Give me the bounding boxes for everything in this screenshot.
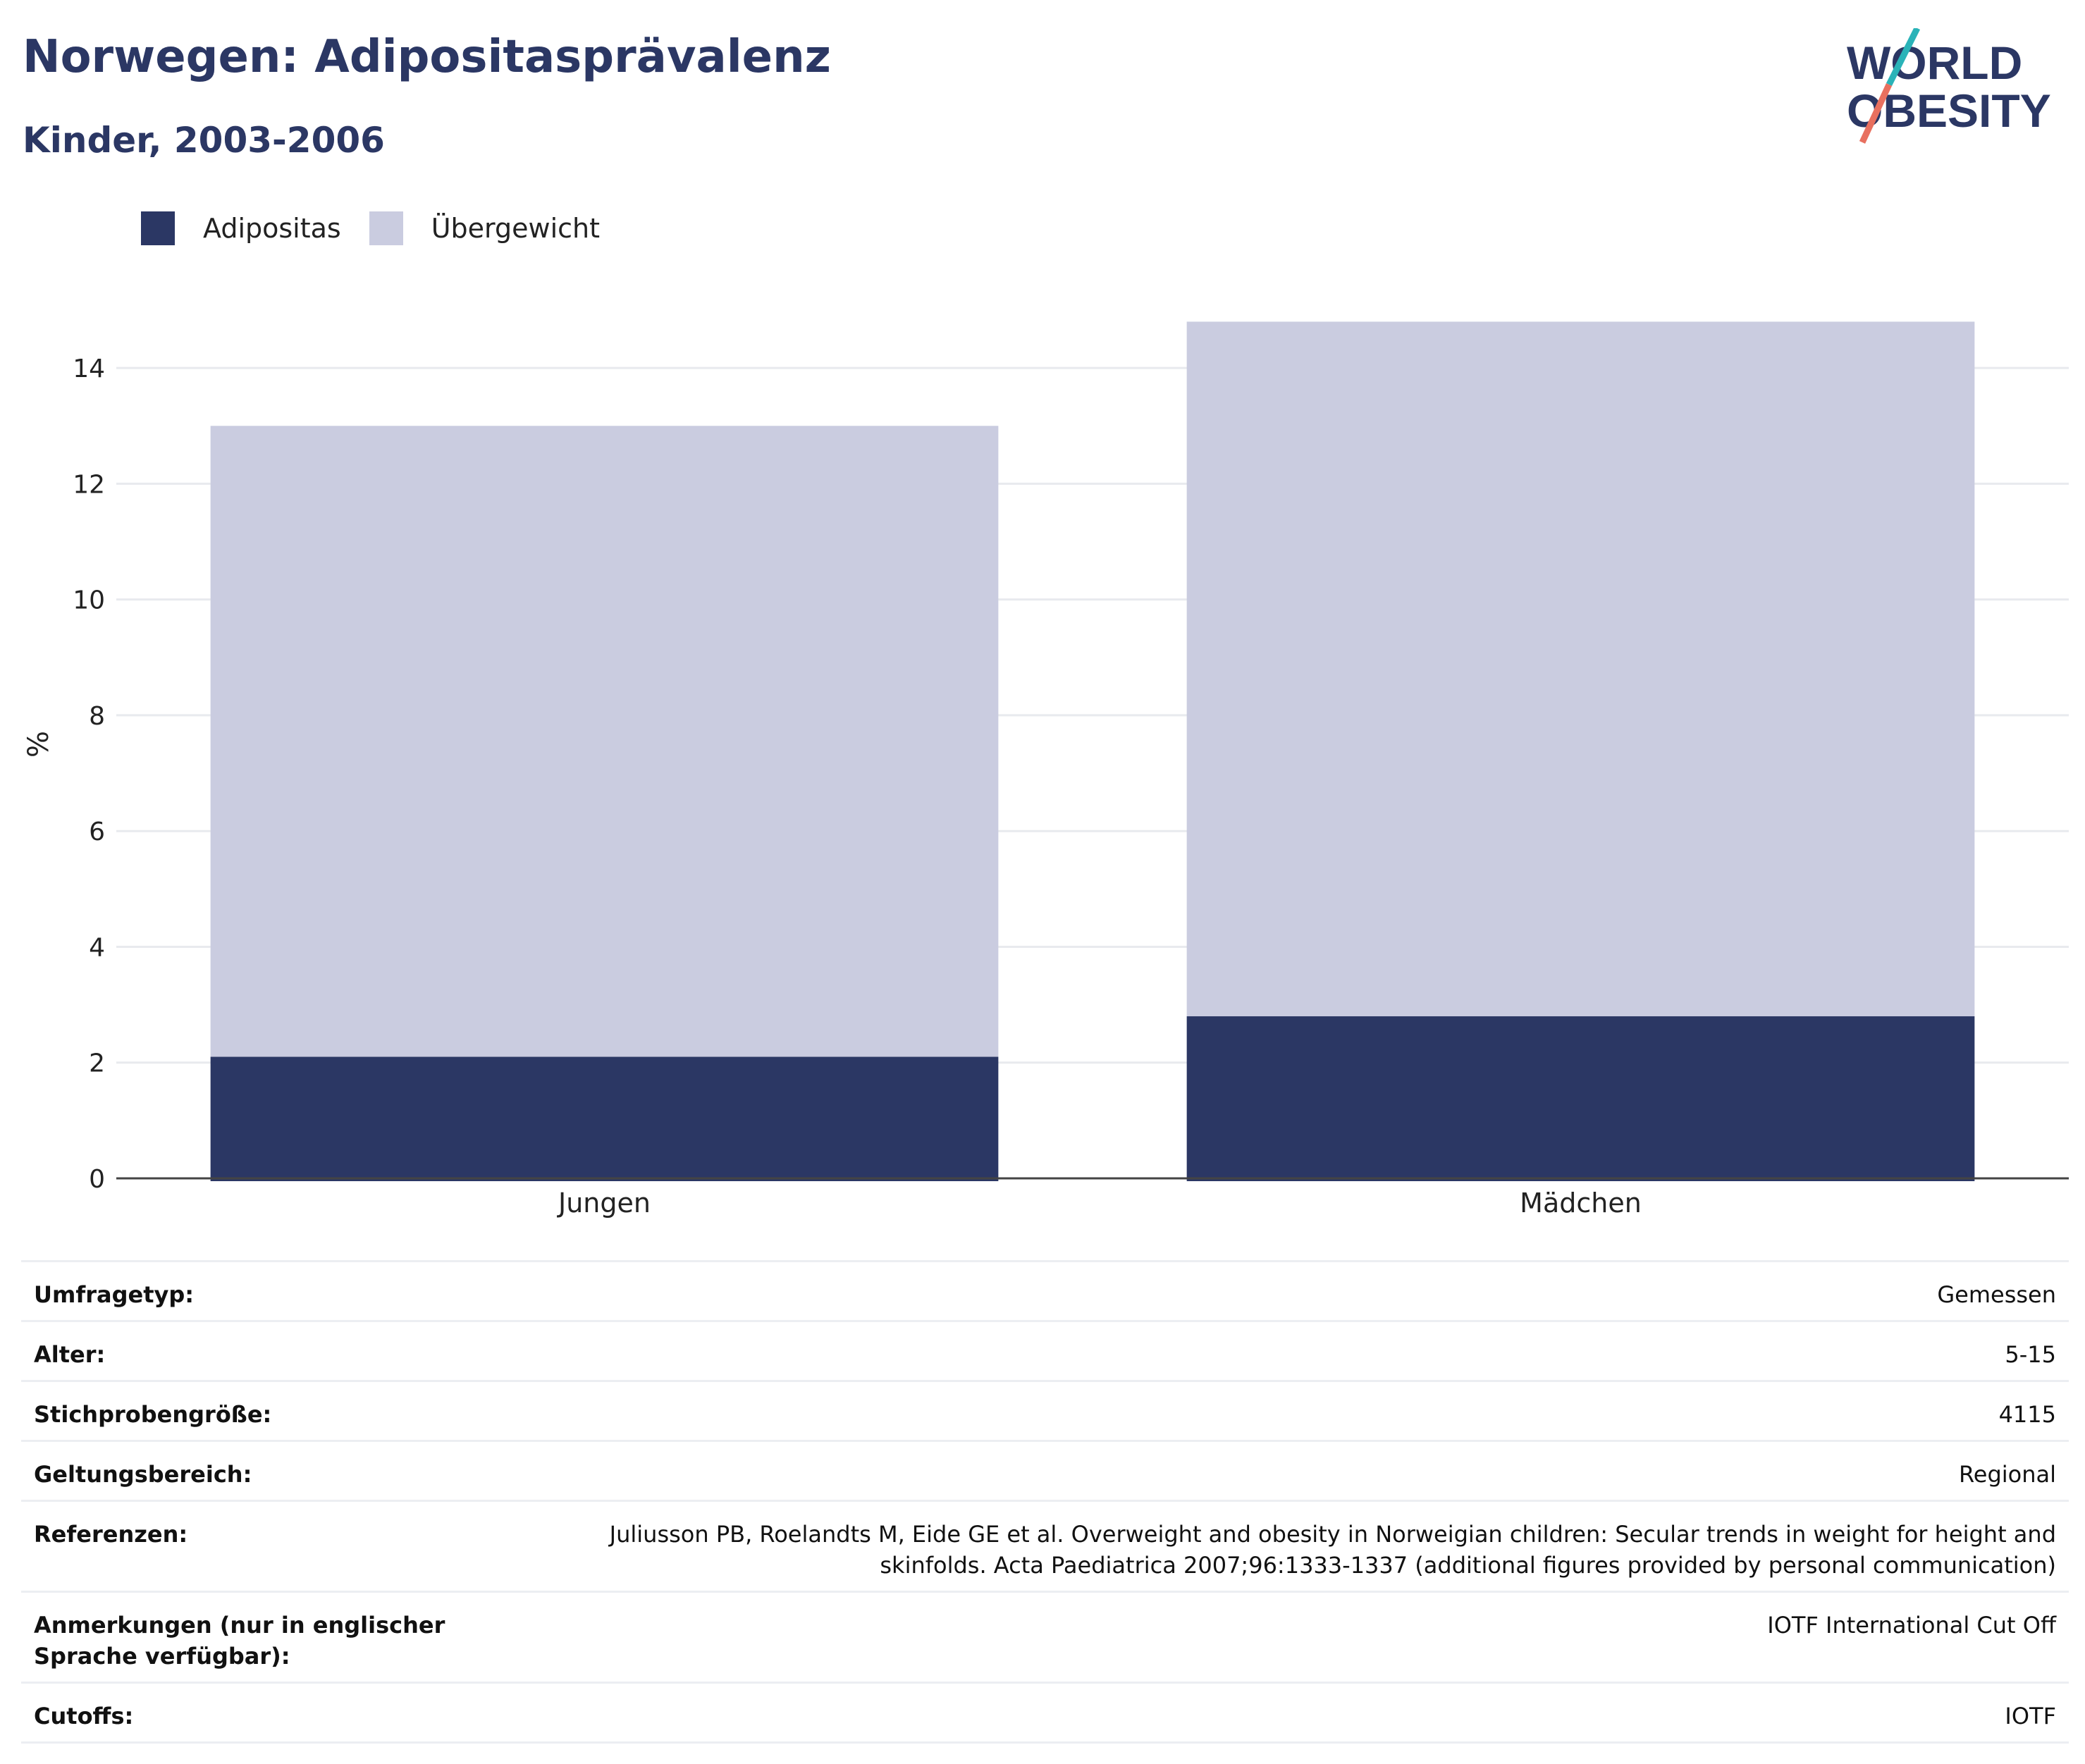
y-tick-label: 4 bbox=[89, 933, 105, 962]
info-row: Alter: 5-15 bbox=[21, 1320, 2069, 1380]
legend-swatch-adipositas bbox=[141, 211, 175, 245]
y-tick-label: 0 bbox=[89, 1165, 105, 1194]
survey-info-table: Umfragetyp: Gemessen Alter: 5-15 Stichproben… bbox=[21, 1260, 2069, 1744]
legend-item-adipositas[interactable]: Adipositas bbox=[141, 211, 341, 245]
chart-legend: Adipositas Übergewicht bbox=[141, 209, 628, 248]
info-value: IOTF bbox=[2005, 1703, 2056, 1729]
bar-adipositas-jungen bbox=[210, 1056, 999, 1181]
legend-swatch-uebergewicht bbox=[369, 211, 403, 245]
x-tick-label: Mädchen bbox=[1520, 1188, 1642, 1219]
legend-item-uebergewicht[interactable]: Übergewicht bbox=[369, 211, 600, 245]
bar-adipositas-maedchen bbox=[1186, 1016, 1975, 1181]
info-key: Geltungsbereich: bbox=[34, 1461, 252, 1488]
info-row: Stichprobengröße: 4115 bbox=[21, 1380, 2069, 1440]
logo-line-1: WORLD bbox=[1847, 37, 2022, 89]
logo-teal-stroke bbox=[1886, 28, 1921, 87]
info-row: Umfragetyp: Gemessen bbox=[21, 1260, 2069, 1320]
info-key: Stichprobengröße: bbox=[34, 1401, 272, 1428]
info-key: Anmerkungen (nur in englischer Sprache v… bbox=[34, 1612, 445, 1670]
bar-uebergewicht-jungen bbox=[210, 426, 999, 1057]
info-row: Cutoffs: IOTF bbox=[21, 1682, 2069, 1744]
y-tick-label: 14 bbox=[73, 354, 105, 383]
info-row: Anmerkungen (nur in englischer Sprache v… bbox=[21, 1591, 2069, 1682]
info-value: Juliusson PB, Roelandts M, Eide GE et al… bbox=[609, 1521, 2056, 1579]
logo-coral-stroke bbox=[1859, 83, 1893, 144]
bar-uebergewicht-maedchen bbox=[1186, 321, 1975, 1017]
info-row: Geltungsbereich: Regional bbox=[21, 1440, 2069, 1500]
page-title: Norwegen: Adipositasprävalenz bbox=[23, 31, 831, 83]
info-key: Cutoffs: bbox=[34, 1703, 134, 1729]
info-value: 5-15 bbox=[2005, 1341, 2056, 1368]
y-tick-label: 12 bbox=[73, 470, 105, 499]
world-obesity-logo: WORLD OBESITY bbox=[1847, 28, 2051, 144]
info-value: IOTF International Cut Off bbox=[1767, 1612, 2056, 1639]
y-tick-label: 10 bbox=[73, 586, 105, 615]
y-axis-label: % bbox=[23, 731, 55, 758]
legend-label-adipositas: Adipositas bbox=[203, 213, 341, 244]
info-key: Umfragetyp: bbox=[34, 1281, 195, 1308]
stacked-bar-chart: 0 2 4 6 8 10 12 14% Jungen Mädchen bbox=[23, 321, 2069, 1219]
info-row: Referenzen: Juliusson PB, Roelandts M, Ei… bbox=[21, 1500, 2069, 1591]
info-key: Referenzen: bbox=[34, 1521, 188, 1548]
y-tick-label: 2 bbox=[89, 1049, 105, 1078]
y-tick-label: 6 bbox=[89, 818, 105, 846]
x-tick-label: Jungen bbox=[557, 1188, 651, 1219]
info-value: Regional bbox=[1958, 1461, 2056, 1488]
info-key: Alter: bbox=[34, 1341, 106, 1368]
logo-line-2: OBESITY bbox=[1847, 85, 2051, 137]
legend-label-uebergewicht: Übergewicht bbox=[431, 213, 600, 244]
y-tick-label: 8 bbox=[89, 702, 105, 731]
info-value: Gemessen bbox=[1937, 1281, 2056, 1308]
page-subtitle: Kinder, 2003-2006 bbox=[23, 120, 385, 161]
info-value: 4115 bbox=[1998, 1401, 2056, 1428]
